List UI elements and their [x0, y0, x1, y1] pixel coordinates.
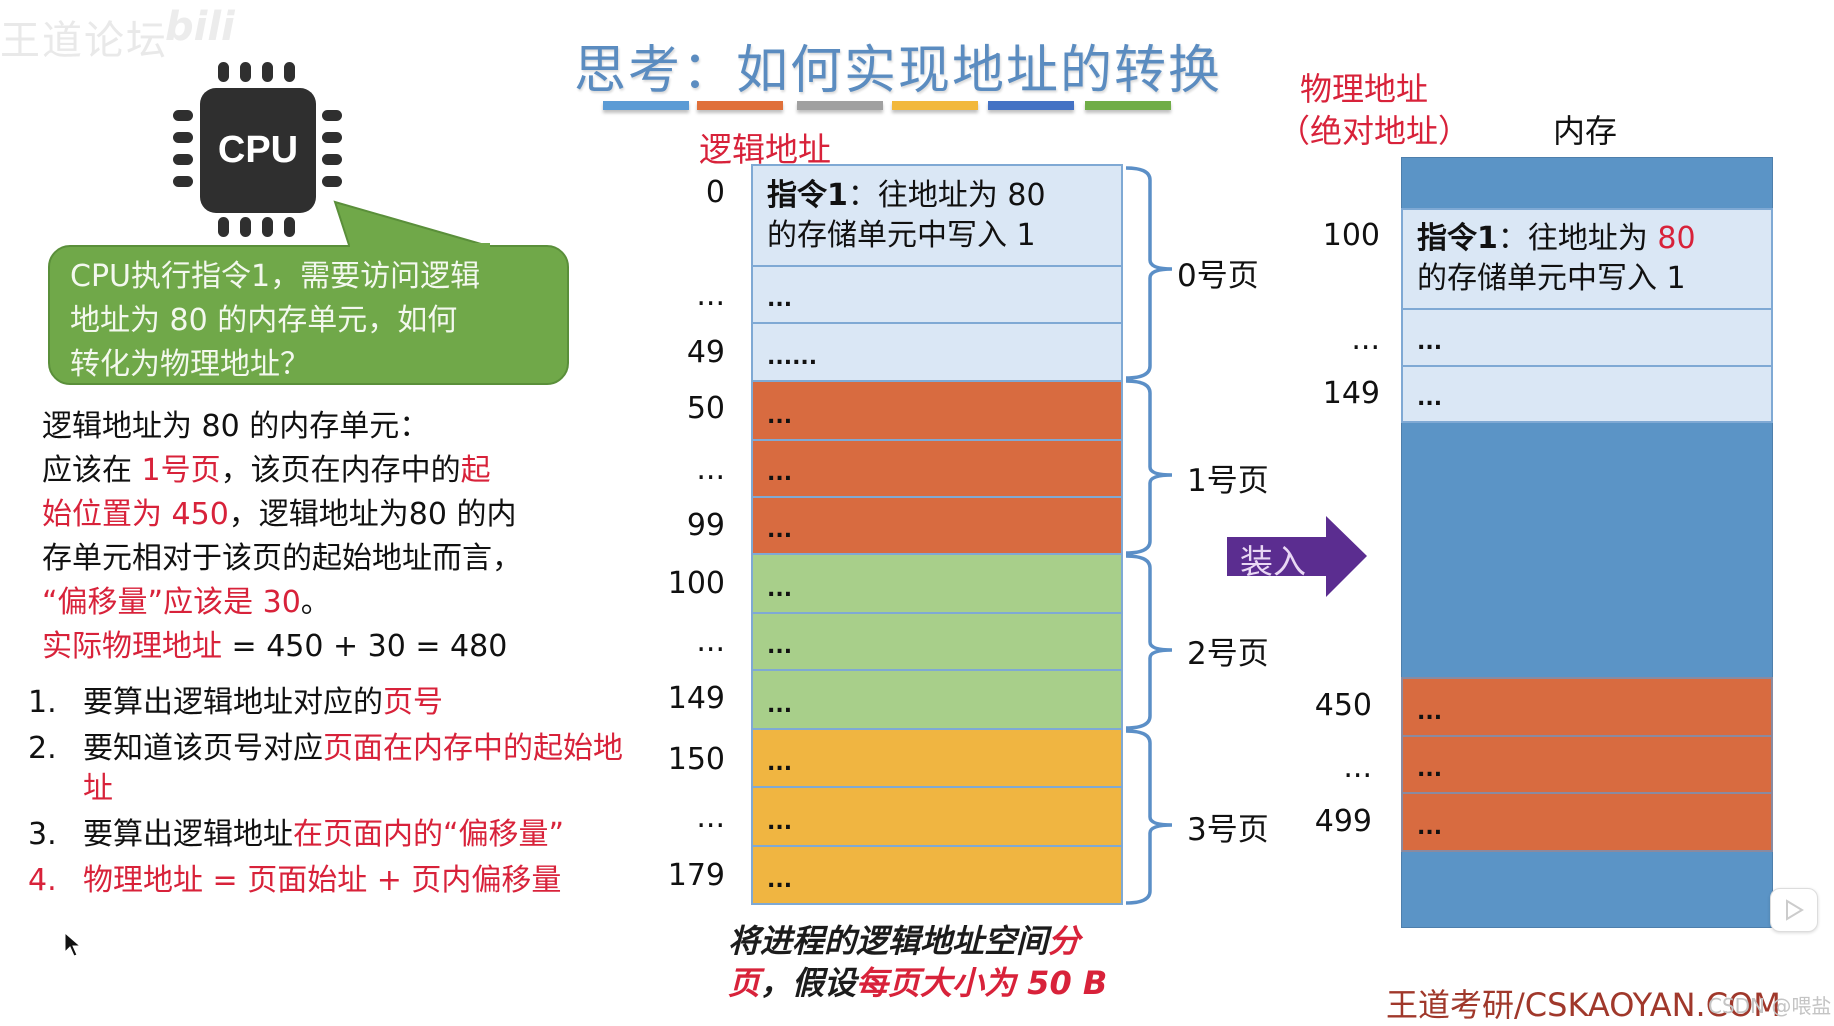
physical-address: 499 — [1314, 804, 1372, 839]
color-bar-darkblue — [988, 101, 1074, 110]
caption-text: 将进程的逻辑地址空间分 页，假设每页大小为 50 B — [728, 922, 1108, 1002]
bubble-line: 地址为 80 的内存单元，如何 — [70, 303, 458, 338]
load-arrow-label: 装入 — [1240, 542, 1306, 581]
memory-label: 内存 — [1553, 112, 1618, 150]
steps-list: 1. 要算出逻辑地址对应的页号 2. 要知道该页号对应页面在内存中的起始地址 3… — [28, 683, 643, 907]
color-bar-yellow — [892, 101, 978, 110]
logical-cell: ... — [751, 845, 1123, 905]
physical-address: 100 — [1322, 218, 1380, 253]
bubble-line: 转化为物理地址？ — [70, 347, 310, 382]
memory-cell: ... — [1401, 365, 1773, 423]
memory-cell: ... — [1401, 735, 1773, 794]
page-label-0: 0号页 — [1177, 258, 1259, 294]
page-braces — [1125, 166, 1173, 905]
load-arrow-icon — [1227, 516, 1367, 597]
page-label-2: 2号页 — [1187, 636, 1269, 672]
logical-cell: ... — [751, 496, 1123, 555]
page-label-3: 3号页 — [1187, 812, 1269, 848]
bubble-line: CPU执行指令1，需要访问逻辑 — [70, 259, 481, 294]
absolute-address-label: （绝对地址） — [1278, 112, 1471, 150]
color-bar-orange — [697, 101, 783, 110]
color-bar-gray — [797, 101, 883, 110]
logical-cell: ... — [751, 553, 1123, 614]
physical-address: 149 — [1322, 376, 1380, 411]
cpu-chip-icon: CPU — [170, 60, 345, 237]
logical-cell: ... — [751, 439, 1123, 498]
logical-cell: ... — [751, 669, 1123, 730]
logical-cell: ... — [751, 728, 1123, 788]
logical-cell: ... — [751, 612, 1123, 671]
page-label-1: 1号页 — [1187, 463, 1269, 499]
explanation-text: 逻辑地址为 80 的内存单元： 应该在 1号页，该页在内存中的起 始位置为 45… — [42, 409, 522, 664]
logical-address: 50 — [686, 391, 725, 426]
step-item: 4. 物理地址 = 页面始址 + 页内偏移量 — [28, 863, 562, 898]
csdn-watermark: CSDN @喂盐 — [1708, 994, 1832, 1018]
logical-address: ... — [696, 452, 725, 487]
logical-address: ... — [696, 278, 725, 313]
logical-address: 100 — [667, 566, 725, 601]
physical-address: ... — [1343, 750, 1372, 785]
logical-address: 49 — [686, 335, 725, 370]
logical-cell-instruction: 指令1：往地址为 80 的存储单元中写入 1 — [751, 164, 1123, 267]
memory-cell: ... — [1401, 792, 1773, 852]
logical-address: ... — [696, 800, 725, 835]
logical-cell: ... — [751, 265, 1123, 324]
logical-address: ... — [696, 624, 725, 659]
footer-brand: 王道考研/CSKAOYAN.COM — [1386, 986, 1781, 1024]
physical-address: ... — [1351, 322, 1380, 357]
memory-cell: ... — [1401, 677, 1773, 737]
page-title: 思考：如何实现地址的转换 — [574, 41, 1223, 101]
logical-address: 179 — [667, 858, 725, 893]
memory-cell-instruction: 指令1：往地址为 80 的存储单元中写入 1 — [1401, 208, 1773, 310]
watermark-text: 王道论坛 — [0, 18, 168, 64]
logical-address: 99 — [686, 508, 725, 543]
physical-address: 450 — [1314, 688, 1372, 723]
logical-cell: ...... — [751, 322, 1123, 382]
logical-address: 150 — [667, 742, 725, 777]
step-item: 2. 要知道该页号对应页面在内存中的起始地址 — [28, 731, 623, 806]
mouse-cursor-icon — [64, 932, 82, 957]
play-button[interactable] — [1770, 888, 1818, 932]
logical-cell: ... — [751, 380, 1123, 441]
bilibili-logo-icon: bili — [165, 4, 235, 50]
color-bar-blue — [603, 101, 689, 110]
logical-address: 149 — [667, 681, 725, 716]
color-bar-green — [1085, 101, 1171, 110]
logical-address: 0 — [705, 175, 725, 210]
speech-bubble: CPU执行指令1，需要访问逻辑 地址为 80 的内存单元，如何 转化为物理地址？ — [48, 245, 569, 385]
physical-address-label: 物理地址 — [1300, 70, 1429, 108]
logical-address-label: 逻辑地址 — [699, 130, 831, 169]
step-item: 1. 要算出逻辑地址对应的页号 — [28, 685, 443, 720]
step-item: 3. 要算出逻辑地址在页面内的“偏移量” — [28, 817, 565, 852]
memory-cell: ... — [1401, 308, 1773, 367]
cpu-label: CPU — [200, 88, 316, 213]
logical-cell: ... — [751, 786, 1123, 847]
play-icon — [1786, 899, 1804, 921]
